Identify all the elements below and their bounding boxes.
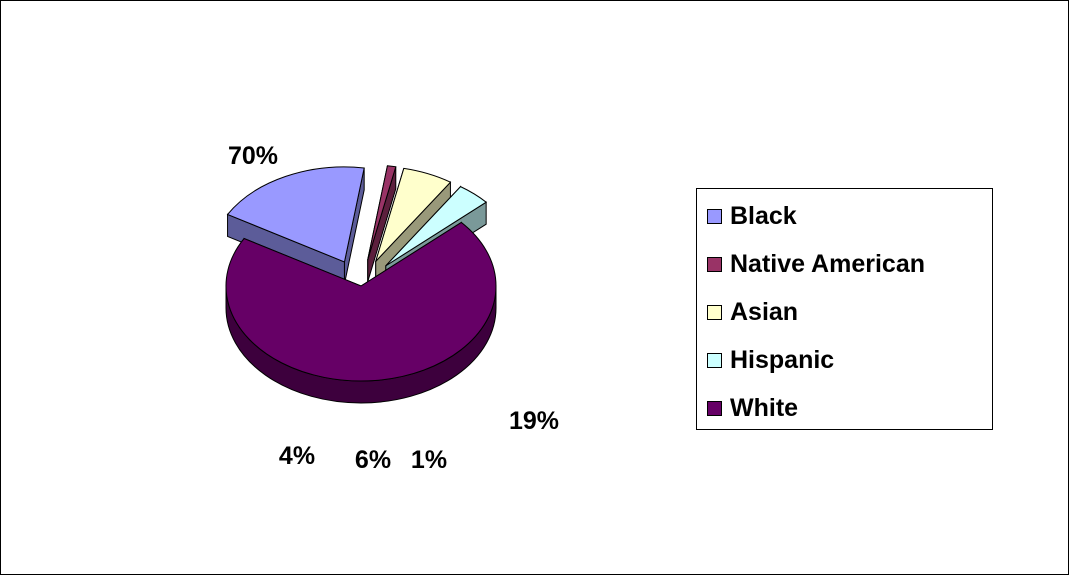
pie-slice-asian xyxy=(375,167,452,262)
pie-label-hispanic: 4% xyxy=(279,442,315,470)
pie-slice-black xyxy=(226,166,365,263)
pie-label-layer: 19% 1% 6% 4% 70% xyxy=(228,142,559,474)
legend-item-asian: Asian xyxy=(707,297,798,327)
pie-slice-white xyxy=(225,221,497,382)
pie-label-white: 70% xyxy=(228,142,278,170)
legend-label-black: Black xyxy=(730,201,797,230)
pie-label-asian: 6% xyxy=(355,446,391,474)
legend-swatch-hispanic xyxy=(707,352,722,368)
legend-swatch-native-american xyxy=(707,256,722,272)
legend-label-native-american: Native American xyxy=(730,249,925,278)
legend-item-white: White xyxy=(707,393,798,423)
legend-swatch-white xyxy=(707,400,722,416)
legend-item-black: Black xyxy=(707,201,797,231)
legend-label-hispanic: Hispanic xyxy=(730,345,835,374)
pie-label-black: 19% xyxy=(509,407,559,435)
pie-slice-hispanic xyxy=(385,186,488,267)
legend-label-white: White xyxy=(730,393,799,422)
pie-label-native-american: 1% xyxy=(411,446,447,474)
pie-top-layer xyxy=(225,165,497,382)
legend-item-native-american: Native American xyxy=(707,249,925,279)
legend-item-hispanic: Hispanic xyxy=(707,345,834,375)
legend-swatch-black xyxy=(707,208,722,224)
legend-label-asian: Asian xyxy=(730,297,799,326)
legend-swatch-asian xyxy=(707,304,722,320)
pie-slice-native-american xyxy=(367,165,397,260)
legend: Black Native American Asian Hispanic Whi… xyxy=(696,188,993,430)
